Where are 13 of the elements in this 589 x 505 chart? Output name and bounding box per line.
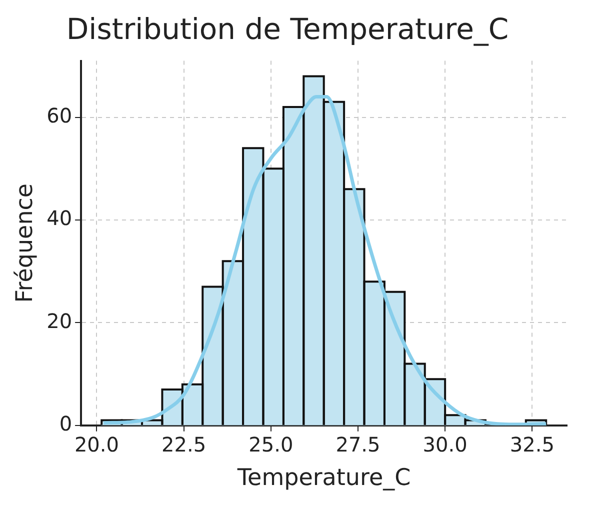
x-tick-label: 30.0 <box>422 432 468 457</box>
x-tick-label: 20.0 <box>74 432 119 457</box>
x-tick-label: 22.5 <box>162 432 206 457</box>
chart-title: Distribution de Temperature_C <box>66 12 509 46</box>
x-tick-label: 32.5 <box>510 432 554 457</box>
y-tick-label: 40 <box>46 206 72 230</box>
y-tick-label: 60 <box>46 103 72 128</box>
x-axis-title: Temperature_C <box>236 465 411 492</box>
x-tick-label: 27.5 <box>336 432 380 457</box>
y-tick-label: 20 <box>46 308 72 333</box>
x-tick-label: 25.0 <box>248 432 294 457</box>
y-tick-label: 0 <box>59 412 72 436</box>
y-axis-title: Fréquence <box>12 183 38 303</box>
